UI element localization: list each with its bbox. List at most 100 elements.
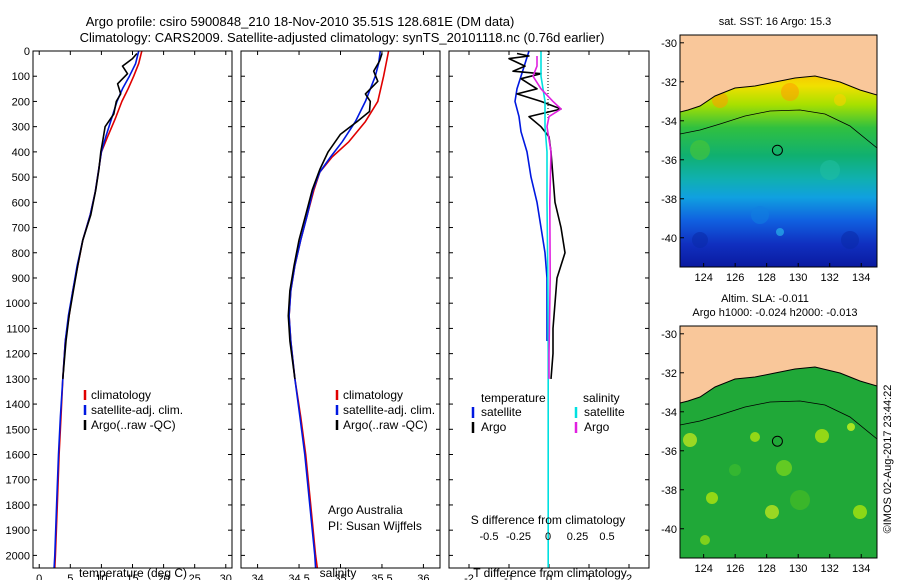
map-x-tick-label: 128 [758,563,776,575]
y-tick-label: 1600 [6,450,30,462]
legend-label: Argo [481,420,507,434]
series-line-climatology [288,51,390,568]
y-tick-label: 1200 [6,349,30,361]
map-x-tick-label: 130 [789,563,807,575]
sla-texture [683,423,867,545]
legend-label: climatology [91,388,151,402]
x-tick-label: 1 [586,573,592,580]
top-tick-label: 0.25 [567,531,588,543]
x-tick-label: 0 [546,573,552,580]
map-x-tick-label: 134 [852,563,870,575]
series-line-satellite [540,51,549,568]
x-tick-label: 10 [95,573,107,580]
x-tick-label: 34.5 [288,573,309,580]
land-area [680,35,877,112]
difference-panel: -2 -1 0 1 2 temperature salinitysatelliteArgo… [448,50,650,580]
top-tick-label: 0.5 [599,531,614,543]
legend-label: satellite-adj. clim. [343,403,435,417]
sst-patch [690,140,710,160]
series-line-argo [532,56,562,379]
difference-legend: temperature salinitysatelliteArgosatellit… [471,391,625,434]
map-y-tick-label: -32 [661,368,677,380]
map-y-tick-label: -34 [661,116,677,128]
difference-profile-lines [508,51,566,568]
map-x-tick-label: 130 [789,272,807,284]
y-tick-label: 1300 [6,374,30,386]
x-tick-label: 35.5 [371,573,392,580]
x-tick-label: 25 [189,573,201,580]
legend-label: Argo [584,420,610,434]
x-tick-label: 0 [36,573,42,580]
series-line-argo---raw--qc- [62,52,138,379]
legend-header: temperature [481,391,546,405]
y-tick-label: 1000 [6,298,30,310]
sla-map-frame [679,325,878,559]
salinity-panel: 34 34.5 35 35.5 36 climatologysatellite-adj.… [240,50,441,580]
salinity-ticks: 34 34.5 35 35.5 36 [241,50,440,580]
y-tick-label: 200 [12,96,30,108]
header-line-2: Climatology: CARS2009. Satellite-adjuste… [80,30,605,45]
legend-label: Argo(..raw -QC) [343,418,428,432]
sla-patch [750,432,760,442]
y-tick-label: 1700 [6,475,30,487]
y-tick-label: 700 [12,223,30,235]
map-y-tick-label: -40 [661,233,677,245]
sst-patch [692,232,708,248]
sst-map-frame [679,34,878,268]
y-tick-label: 800 [12,248,30,260]
sst-map-image [680,35,877,267]
x-tick-label: 20 [157,573,169,580]
legend-label: Argo(..raw -QC) [91,418,176,432]
x-tick-label: 36 [417,573,429,580]
map-x-tick-label: 124 [694,563,712,575]
argo-position-marker [771,435,783,447]
coastline [680,75,877,113]
map-y-tick-label: -38 [661,485,677,497]
y-tick-label: 0 [24,46,30,58]
map-x-tick-label: 134 [852,272,870,284]
map-x-tick-label: 126 [726,563,744,575]
y-tick-label: 1800 [6,500,30,512]
x-tick-label: 15 [126,573,138,580]
difference-top-xlabel: S difference from climatology [471,513,626,527]
y-tick-label: 400 [12,147,30,159]
salinity-difference-ticks: -0.5 -0.25 0 0.25 0.5 [480,531,615,543]
sst-patch [751,206,769,224]
difference-ticks: -2 -1 0 1 2 [449,50,649,580]
x-tick-label: -1 [504,573,514,580]
salinity-profile-lines [287,51,390,568]
sst-patch [820,160,840,180]
sla-map-title-line-1: Altim. SLA: -0.011 [721,293,809,305]
legend-label: satellite-adj. clim. [91,403,183,417]
salinity-annotation-line-1: Argo Australia [328,503,403,517]
y-tick-label: 500 [12,172,30,184]
top-tick-label: 0 [545,531,551,543]
sla-patch [847,423,855,431]
salinity-annotation-line-2: PI: Susan Wijffels [328,519,422,533]
temperature-axes-frame [32,50,233,569]
sla-patch [765,505,779,519]
sst-map-ticks: 124 126 128 130 132 134 -30 -32 -34 -36 -38 -40 [661,38,870,284]
map-x-tick-label: 132 [821,272,839,284]
depth-contour [680,109,877,149]
map-y-tick-label: -38 [661,194,677,206]
x-tick-label: 5 [67,573,73,580]
sst-map-title: sat. SST: 16 Argo: 15.3 [719,16,832,28]
temperature-panel: 0100200300400500600700800900100011001200… [6,46,233,580]
top-tick-label: -0.5 [480,531,499,543]
series-line-satellite [514,51,548,341]
legend-label: climatology [343,388,403,402]
y-tick-label: 600 [12,197,30,209]
y-tick-label: 2000 [6,550,30,562]
x-tick-label: 35 [334,573,346,580]
y-tick-label: 1100 [6,323,30,335]
temperature-xlabel: temperature (deg C) [79,566,187,580]
salinity-xlabel: salinity [320,566,357,580]
sst-patch [834,94,846,106]
map-x-tick-label: 126 [726,272,744,284]
y-tick-label: 900 [12,273,30,285]
temperature-profile-lines [53,51,143,568]
sla-map-ticks: 124 126 128 130 132 134 -30 -32 -34 -36 -38 -40 [661,329,870,575]
